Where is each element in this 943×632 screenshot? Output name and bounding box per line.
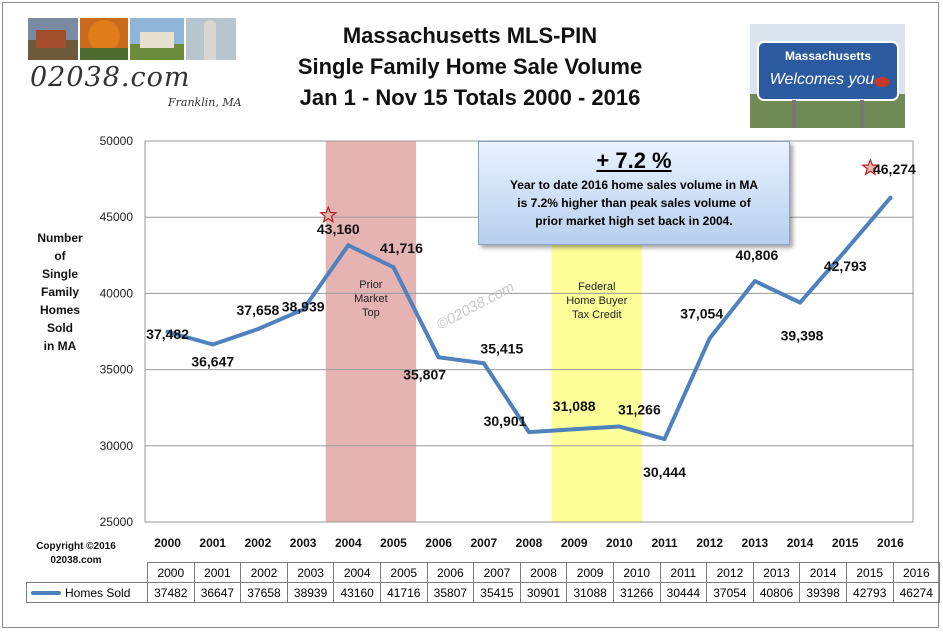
y-axis-label-line: Sold [47, 321, 73, 335]
y-axis-label-line: in MA [43, 339, 77, 353]
data-table-values-row: Homes Sold 37482 36647 37658 38939 43160 4171… [26, 582, 941, 603]
data-table-year-cell: 2015 [845, 562, 894, 583]
data-table-year-cell: 2014 [799, 562, 847, 583]
data-table-year-cell: 2000 [147, 562, 195, 583]
callout-box: + 7.2 % Year to date 2016 home sales vol… [478, 141, 790, 245]
welcome-sign-image: Massachusetts Welcomes you [750, 24, 905, 128]
data-table-value-cell: 31266 [612, 582, 661, 603]
data-table-value-cell: 35415 [473, 582, 521, 603]
y-axis-label-line: Family [40, 285, 79, 299]
data-table-header-row: 2000 2001 2002 2003 2004 2005 2006 2007 2008 2009… [26, 562, 941, 583]
data-table-legend: Homes Sold [26, 582, 148, 603]
data-table-value-cell: 46274 [892, 582, 941, 603]
logo-url: 02038.com [30, 62, 191, 93]
data-table-year-cell: 2004 [333, 562, 381, 583]
data-table-corner [26, 562, 148, 583]
legend-line-swatch [31, 591, 61, 596]
title-line-3: Jan 1 - Nov 15 Totals 2000 - 2016 [299, 85, 641, 110]
title-line-1: Massachusetts MLS-PIN [342, 23, 598, 48]
data-table-year-cell: 2005 [379, 562, 428, 583]
data-table-value-cell: 41716 [379, 582, 428, 603]
data-table-year-cell: 2010 [612, 562, 661, 583]
data-table-year-cell: 2001 [193, 562, 242, 583]
data-table-year-cell: 2013 [752, 562, 801, 583]
callout-text: Year to date 2016 home sales volume in M… [479, 176, 789, 230]
y-axis-label-line: Single [41, 267, 78, 281]
data-table-year-cell: 2002 [240, 562, 288, 583]
y-axis-label-line: Number [37, 231, 83, 245]
logo-photos [28, 18, 236, 60]
title-line-2: Single Family Home Sale Volume [297, 54, 643, 79]
copyright-line: Copyright ©2016 [36, 541, 116, 552]
data-table-value-cell: 37482 [147, 582, 195, 603]
data-table: 2000 2001 2002 2003 2004 2005 2006 2007 2008 2009… [26, 562, 941, 603]
data-table-value-cell: 35807 [426, 582, 475, 603]
sign-line-1: Massachusetts [785, 49, 871, 63]
data-table-value-cell: 40806 [752, 582, 801, 603]
legend-label: Homes Sold [65, 585, 131, 600]
copyright-line: 02038.com [50, 555, 102, 566]
sign-line-2: Welcomes you [770, 71, 875, 88]
data-table-value-cell: 42793 [845, 582, 894, 603]
data-table-value-cell: 43160 [333, 582, 381, 603]
y-axis-label-line: Homes [39, 303, 80, 317]
data-table-value-cell: 39398 [799, 582, 847, 603]
data-table-value-cell: 30444 [659, 582, 708, 603]
data-table-value-cell: 30901 [519, 582, 568, 603]
data-table-value-cell: 38939 [286, 582, 335, 603]
data-table-year-cell: 2007 [473, 562, 521, 583]
callout-line: is 7.2% higher than peak sales volume of [517, 196, 751, 210]
callout-line: prior market high set back in 2004. [535, 214, 733, 228]
callout-headline: + 7.2 % [596, 148, 672, 173]
data-table-value-cell: 31088 [566, 582, 614, 603]
data-table-year-cell: 2003 [286, 562, 335, 583]
copyright: Copyright ©2016 02038.com [26, 540, 126, 568]
y-axis-label-line: of [54, 249, 66, 263]
data-table-year-cell: 2006 [426, 562, 475, 583]
data-table-value-cell: 37054 [706, 582, 754, 603]
data-table-value-cell: 36647 [193, 582, 242, 603]
data-table-year-cell: 2016 [892, 562, 941, 583]
logo: 02038.com Franklin, MA [28, 18, 248, 110]
y-axis-label: Number of Single Family Homes Sold in MA [20, 229, 100, 355]
data-table-year-cell: 2012 [706, 562, 754, 583]
logo-town: Franklin, MA [168, 96, 242, 109]
callout-line: Year to date 2016 home sales volume in M… [509, 178, 759, 192]
data-table-year-cell: 2011 [659, 562, 708, 583]
data-table-year-cell: 2008 [519, 562, 568, 583]
data-table-year-cell: 2009 [566, 562, 614, 583]
data-table-value-cell: 37658 [240, 582, 288, 603]
chart-title: Massachusetts MLS-PIN Single Family Home… [250, 20, 690, 113]
